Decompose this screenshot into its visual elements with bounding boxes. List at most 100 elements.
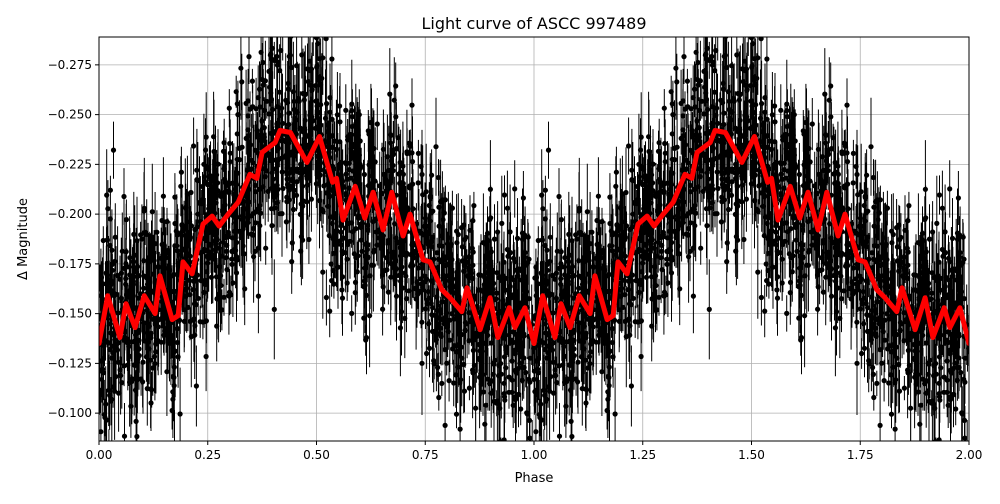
observation-point [835,197,841,203]
observation-point [274,53,280,60]
observation-point [508,295,514,301]
observation-point [134,274,140,280]
observation-point [155,264,161,270]
observation-point [445,329,451,335]
observation-point [346,167,352,173]
observation-point [833,309,840,315]
observation-point [797,265,803,271]
observation-point [241,199,247,205]
observation-point [257,104,263,110]
observation-point [807,178,813,184]
observation-point [541,387,547,393]
observation-point [393,258,399,264]
observation-point [790,213,797,219]
observation-point [283,139,289,145]
observation-point [657,202,663,208]
observation-point [126,343,132,350]
observation-point [332,250,338,256]
observation-point [669,101,675,107]
observation-point [130,279,136,285]
observation-point [936,259,942,265]
observation-point [141,320,147,326]
observation-point [583,400,589,406]
observation-point [398,169,404,175]
observation-point [667,186,673,192]
observation-point [195,211,201,217]
observation-point [607,220,613,227]
observation-point [208,274,215,280]
observation-point [947,396,954,403]
observation-point [829,238,835,244]
observation-point [466,254,472,260]
observation-point [470,249,476,255]
observation-point [842,143,848,149]
observation-point [263,245,269,251]
observation-point [250,160,256,166]
observation-point [533,293,539,299]
observation-point [512,259,518,265]
x-axis: 0.00 0.25 0.50 0.75 1.00 1.25 1.50 1.75 2.00 [86,441,982,462]
observation-point [393,293,400,299]
observation-point [675,243,681,249]
observation-point [888,372,894,378]
observation-point [581,346,587,352]
observation-point [531,376,537,382]
observation-point [773,242,779,248]
y-tick-label: −0.150 [48,307,92,321]
observation-point [945,402,951,408]
observation-point [109,267,115,273]
y-tick-label: −0.225 [48,157,92,171]
observation-point [729,63,735,69]
observation-point [426,345,433,351]
observation-point [926,280,932,286]
observation-point [132,387,139,393]
x-tick-label: 0.00 [86,448,113,462]
observation-point [962,379,968,385]
observation-point [259,118,265,124]
observation-point [735,142,742,148]
observation-point [576,230,582,236]
observation-point [170,389,176,395]
observation-point [123,249,129,255]
observation-point [265,188,271,194]
observation-point [343,107,349,113]
observation-point [326,233,332,239]
observation-point [141,230,147,236]
observation-point [778,192,784,198]
observation-point [450,284,456,290]
observation-point [355,132,361,138]
observation-point [823,260,829,267]
observation-point [746,20,751,25]
observation-point [626,143,632,149]
observation-point [526,296,532,302]
observation-point [409,242,415,248]
observation-point [269,45,275,51]
observation-point [314,98,320,104]
observation-point [761,233,767,239]
observation-point [337,119,343,125]
observation-point [419,171,425,178]
observation-point [798,335,805,341]
observation-point [113,291,119,297]
observation-point [172,220,178,227]
observation-point [902,227,908,233]
observation-point [343,192,349,198]
observation-point [252,189,258,195]
observation-point [761,193,768,199]
observation-point [303,133,309,140]
observation-point [647,247,653,253]
observation-point [206,241,212,247]
observation-point [148,335,154,341]
observation-point [582,279,588,285]
observation-point [542,216,548,222]
observation-point [569,371,575,377]
observation-point [208,223,215,229]
observation-point [242,286,248,292]
observation-point [107,346,113,353]
observation-point [340,178,346,184]
observation-point [637,147,644,153]
observation-point [905,218,911,224]
observation-point [390,168,396,174]
observation-point [856,223,862,229]
observation-point [354,128,360,134]
